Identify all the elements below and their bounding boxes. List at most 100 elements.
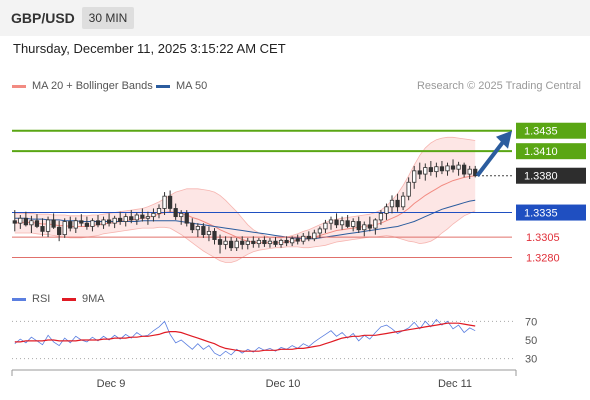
candle-body [190,222,195,231]
candle-body [439,166,445,172]
candle-body [23,217,28,226]
candle-body [384,206,389,214]
candle-body [467,168,472,175]
candle-body [306,235,311,240]
bollinger-lower-line [14,210,476,263]
9ma-swatch [62,297,76,301]
forecast-arrow-shaft [475,139,506,177]
candle-body [251,240,256,245]
candle-body [95,220,101,226]
candle-body [68,221,73,229]
bollinger-band-area [14,137,476,263]
candle-body [217,239,223,245]
candle-body [473,168,478,177]
candle-body [334,219,339,226]
candle-body [90,220,95,227]
candle-body [62,221,67,236]
x-tick-label: Dec 10 [266,378,301,390]
candle-body [284,239,289,244]
candle-body [195,226,200,231]
timestamp: Thursday, December 11, 2025 3:15:22 AM C… [13,41,286,56]
legend-ma50: MA 50 [156,80,207,92]
rsi-line [14,318,476,357]
rsi-tick-label: 30 [525,354,537,366]
candle-body [106,219,112,224]
candle-body [40,226,45,232]
x-tick-label: Dec 9 [97,378,126,390]
candle-body [179,212,184,218]
pivot-tag [516,204,586,221]
resistance-label: 1.3435 [524,126,558,138]
candle-body [389,199,395,208]
candle-body [240,240,245,245]
candle-body [301,235,306,242]
candle-body [229,240,234,249]
candle-body [262,239,267,245]
candle-body [328,219,334,224]
candle-body [445,165,450,172]
resistance-label: 1.3410 [524,146,558,158]
candle-body [412,170,417,183]
candle-body [162,195,167,209]
candle-body [267,240,273,245]
last-price-tag [516,167,586,184]
candle-body [206,230,212,236]
candle-body [34,220,40,227]
candle-body [12,220,17,224]
candle-body [134,214,139,221]
candle-body [84,222,90,227]
candle-body [339,220,345,226]
candle-body [212,230,217,240]
pivot-label: 1.3335 [524,208,558,220]
last-price-label: 1.3380 [524,171,558,183]
candle-body [234,240,239,249]
legend-rsi: RSI [12,293,50,305]
candle-body [79,220,84,224]
rsi-tick-label: 70 [525,316,537,328]
candle-body [256,239,261,245]
ma20-label: MA 20 + Bollinger Bands [32,80,153,92]
9ma-label: 9MA [82,293,105,305]
candle-body [290,238,295,244]
candle-body [245,240,250,245]
support-label: 1.3280 [526,253,560,265]
candle-body [123,216,128,222]
candle-body [57,226,62,236]
candle-body [201,226,206,236]
candle-body [356,221,361,231]
candle-body [45,219,51,232]
candle-body [278,239,284,245]
candle-body [423,167,428,175]
credit-text: Research © 2025 Trading Central [416,80,581,92]
candle-body [156,208,162,214]
candle-body [351,221,356,227]
candle-body [317,228,323,234]
timeframe-button[interactable]: 30 MIN [82,7,134,29]
legend-ma20: MA 20 + Bollinger Bands [12,80,153,92]
candle-body [417,170,422,175]
rsi-9ma-line [14,322,476,352]
candle-body [345,220,350,227]
legend-9ma: 9MA [62,293,105,305]
candle-body [378,212,384,221]
candle-body [428,167,433,173]
symbol-label: GBP/USD [11,10,75,26]
ma50-swatch [156,84,170,88]
candle-body [184,212,189,224]
resistance-tag [516,143,586,160]
support-label: 1.3305 [526,232,560,244]
candle-body [51,219,56,228]
candle-body [18,217,23,224]
x-tick-label: Dec 11 [438,378,472,390]
chart-header: GBP/USD 30 MIN [0,0,590,36]
candle-body [367,224,372,229]
candle-body [273,240,278,245]
rsi-tick-label: 50 [525,335,537,347]
candle-body [295,238,300,242]
ma50-label: MA 50 [176,80,208,92]
candle-body [173,208,178,218]
candle-body [223,240,228,245]
candle-body [462,164,467,175]
candle-body [112,217,117,224]
candle-body [129,216,134,221]
